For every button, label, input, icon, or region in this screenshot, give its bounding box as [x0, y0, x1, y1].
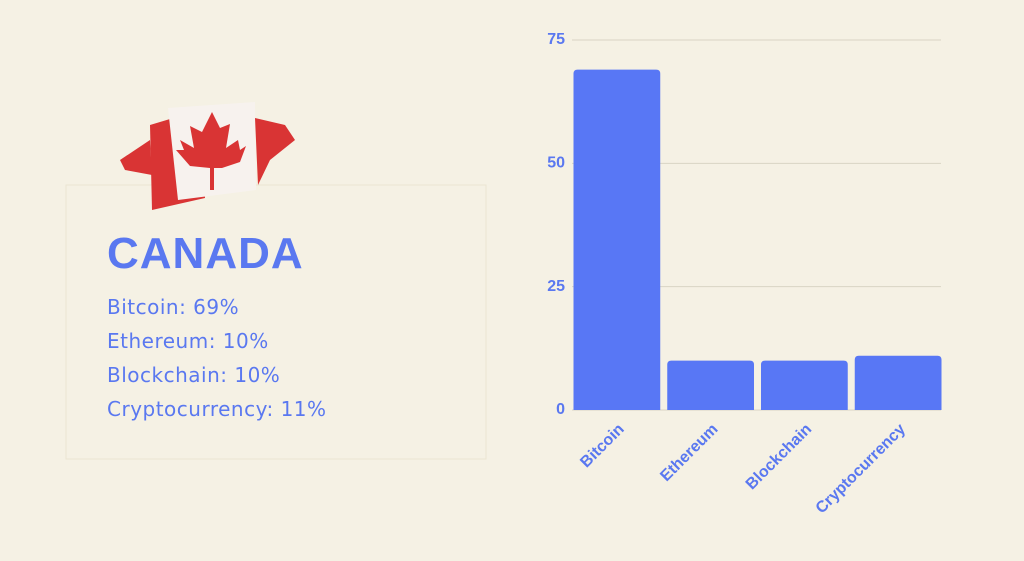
- y-tick-label: 25: [547, 278, 565, 295]
- x-tick-label: Ethereum: [657, 421, 721, 485]
- y-tick-label: 0: [556, 401, 565, 418]
- stat-line: Blockchain: 10%: [107, 363, 280, 387]
- country-name: CANADA: [107, 229, 304, 278]
- bar: [573, 69, 661, 410]
- y-tick-label: 50: [547, 155, 565, 172]
- x-tick-label: Bitcoin: [577, 421, 627, 471]
- stat-line: Cryptocurrency: 11%: [107, 397, 327, 421]
- stat-line: Bitcoin: 69%: [107, 295, 239, 319]
- y-tick-label: 75: [547, 31, 565, 48]
- x-tick-label: Cryptocurrency: [813, 421, 909, 517]
- stat-line: Ethereum: 10%: [107, 329, 269, 353]
- bar: [761, 360, 848, 410]
- info-box: [65, 184, 487, 460]
- flag: [120, 102, 295, 210]
- bar: [667, 360, 754, 410]
- x-tick-label: Blockchain: [743, 421, 815, 493]
- bar: [854, 355, 942, 410]
